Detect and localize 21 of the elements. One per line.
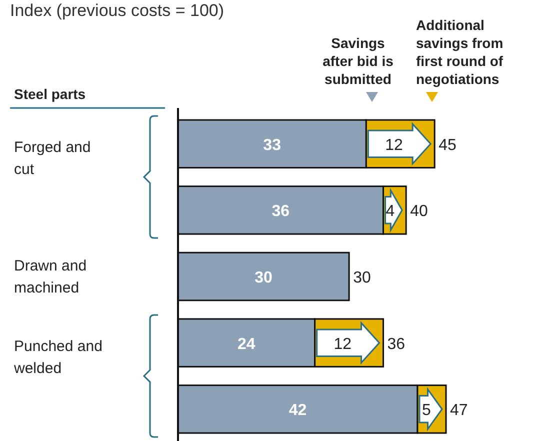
data-label: 42 [288, 402, 307, 420]
data-label: 30 [254, 270, 273, 286]
text: Savings after bid is submitted [322, 35, 394, 87]
y-axis-title: Steel parts [14, 86, 86, 102]
total-label: 45 [438, 136, 456, 154]
y-tick-label: Forged and cut [14, 139, 91, 178]
y-tick-label: Drawn and machined [14, 258, 87, 296]
text: Additional savings from first round of negotiations [416, 17, 504, 87]
data-label: 36 [272, 203, 290, 220]
data-label: 24 [238, 336, 256, 353]
data-label: 12 [385, 136, 403, 154]
data-label: 5 [422, 402, 432, 420]
total-label: 30 [353, 270, 371, 286]
total-label: 40 [410, 203, 428, 220]
total-label: 47 [450, 402, 468, 420]
y-tick-label: Punched and welded [13, 338, 102, 378]
data-label: 4 [386, 203, 395, 220]
data-label: 12 [334, 336, 352, 353]
data-label: 33 [263, 136, 282, 154]
chart-title: Index (previous costs = 100) [10, 1, 224, 20]
total-label: 36 [387, 336, 406, 353]
